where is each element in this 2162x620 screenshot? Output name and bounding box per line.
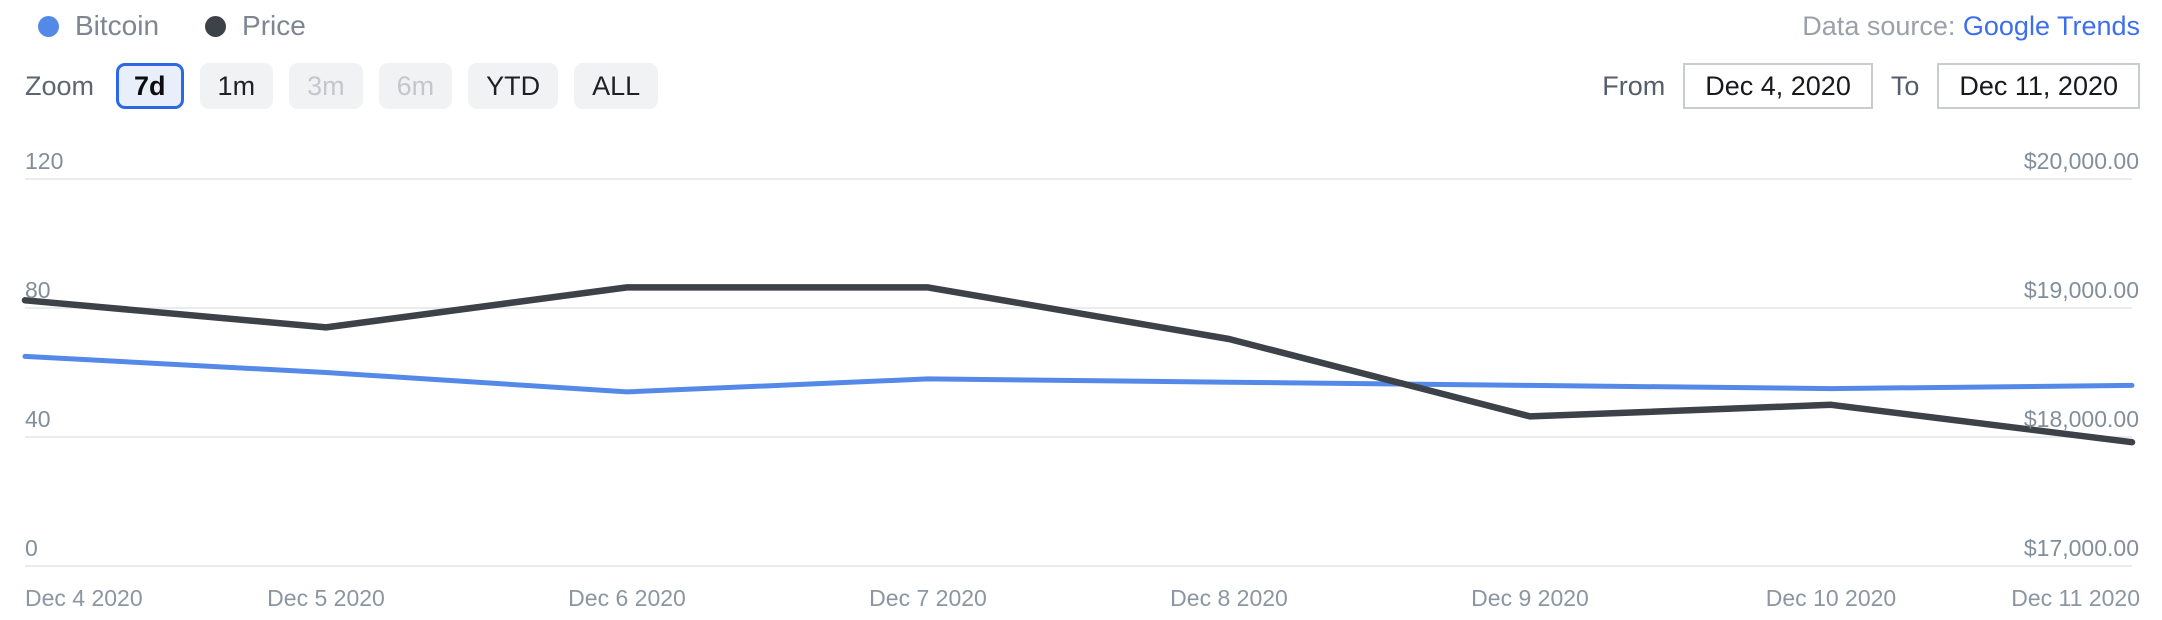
zoom-label: Zoom [25,70,95,101]
right-axis-tick: $19,000.00 [2023,277,2139,303]
x-axis-tick: Dec 10 2020 [1765,585,1897,611]
data-source-label: Data source: [1802,10,1956,41]
from-date-input[interactable]: Dec 4, 2020 [1683,63,1873,109]
zoom-button-all[interactable]: ALL [574,63,659,109]
legend-row: Bitcoin Price Data source: Google Trends [38,6,2140,46]
right-axis-tick: $17,000.00 [2023,535,2139,561]
date-range-controls: From Dec 4, 2020 To Dec 11, 2020 [1602,63,2140,109]
data-source: Data source: Google Trends [1802,11,2140,42]
zoom-button-7d[interactable]: 7d [116,63,184,109]
x-axis-tick: Dec 11 2020 [2011,585,2140,611]
x-axis-tick: Dec 6 2020 [568,585,686,611]
zoom-button-6m: 6m [378,63,453,109]
left-axis-tick: 40 [25,406,51,432]
price-series-dot-icon [205,15,227,37]
to-date-input[interactable]: Dec 11, 2020 [1937,63,2140,109]
legend-label-price: Price [242,10,306,41]
x-axis-tick: Dec 4 2020 [25,585,143,611]
chart-toolbar: Zoom 7d 1m 3m 6m YTD ALL From Dec 4, 2020 To … [25,62,2140,110]
series-line-bitcoin[interactable] [22,353,2135,395]
bitcoin-series-dot-icon [38,15,59,37]
series-line-price[interactable] [21,284,2136,446]
legend-item-price[interactable]: Price [205,10,306,42]
zoom-button-ytd[interactable]: YTD [468,63,559,109]
to-label: To [1890,70,1920,101]
left-axis-tick: 0 [25,535,38,561]
from-label: From [1602,70,1666,101]
x-axis-tick: Dec 9 2020 [1471,585,1589,611]
x-axis-tick: Dec 5 2020 [267,585,385,611]
legend-item-bitcoin[interactable]: Bitcoin [38,10,159,42]
zoom-button-3m: 3m [289,63,363,109]
data-source-link[interactable]: Google Trends [1962,10,2140,41]
legend-label-bitcoin: Bitcoin [75,10,160,41]
right-axis-tick: $18,000.00 [2023,406,2139,432]
x-axis-tick: Dec 8 2020 [1170,585,1288,611]
left-axis-tick: 80 [25,277,51,303]
left-axis-tick: 120 [25,148,64,174]
zoom-button-1m[interactable]: 1m [199,63,274,109]
chart-legend: Bitcoin Price [38,10,306,42]
right-axis-tick: $20,000.00 [2023,148,2139,174]
zoom-button-group: 7d 1m 3m 6m YTD ALL [116,63,659,109]
x-axis-tick: Dec 7 2020 [869,585,987,611]
